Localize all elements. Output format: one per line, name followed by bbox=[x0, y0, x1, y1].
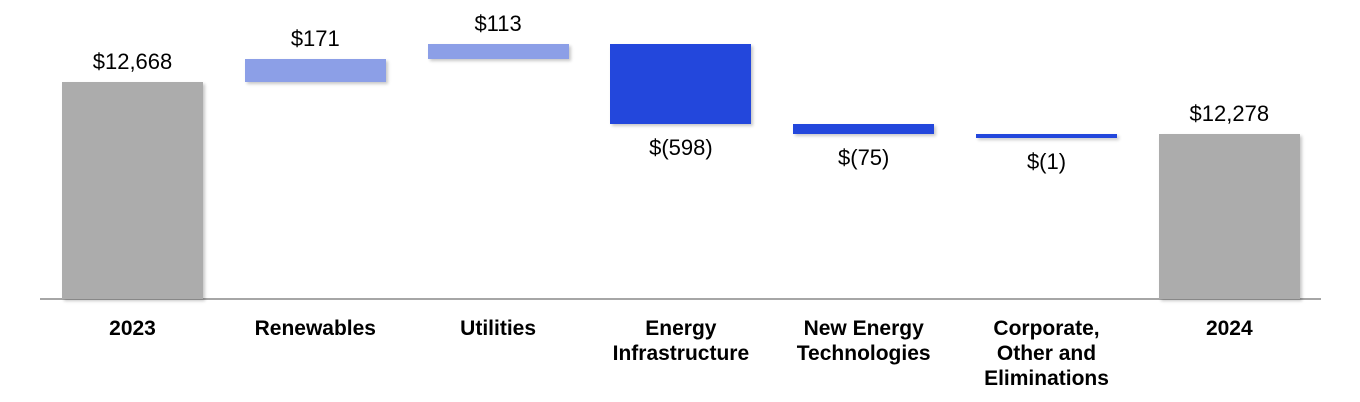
x-axis-line bbox=[40, 298, 1321, 300]
category-label-line: New Energy bbox=[803, 317, 924, 340]
category-label-line: 2023 bbox=[109, 317, 156, 340]
category-label-line: Infrastructure bbox=[612, 342, 750, 365]
bar-renewables bbox=[244, 59, 386, 82]
bar-2024 bbox=[1158, 133, 1300, 299]
category-label-utilities: Utilities bbox=[460, 316, 536, 341]
category-label-line: Other and bbox=[996, 342, 1097, 365]
value-label-new-energy-technologies: $(75) bbox=[838, 144, 890, 170]
bar-corporate-other-and-eliminations bbox=[976, 133, 1117, 138]
category-label-energy-infrastructure: Energy Infrastructure bbox=[613, 316, 750, 366]
category-label-renewables: Renewables bbox=[255, 316, 376, 341]
category-label-line: Utilities bbox=[460, 317, 537, 340]
category-label-line: Eliminations bbox=[984, 367, 1109, 390]
category-label-line: Corporate, bbox=[993, 317, 1100, 340]
category-label-line: Technologies bbox=[796, 342, 931, 365]
category-label-2023: 2023 bbox=[109, 316, 156, 341]
value-label-utilities: $113 bbox=[474, 11, 522, 37]
bar-2023 bbox=[62, 81, 203, 299]
value-label-2024: $12,278 bbox=[1189, 100, 1270, 126]
category-label-2024: 2024 bbox=[1206, 316, 1253, 341]
bar-energy-infrastructure bbox=[610, 44, 752, 124]
value-label-2023: $12,668 bbox=[92, 48, 173, 74]
category-label-corporate-other-and-eliminations: Corporate, Other and Eliminations bbox=[984, 316, 1109, 391]
category-label-line: 2024 bbox=[1205, 317, 1253, 340]
bar-new-energy-technologies bbox=[793, 123, 935, 134]
category-label-new-energy-technologies: New Energy Technologies bbox=[797, 316, 931, 366]
value-label-energy-infrastructure: $(598) bbox=[649, 134, 713, 160]
bar-utilities bbox=[427, 44, 569, 60]
category-label-line: Renewables bbox=[254, 317, 376, 340]
value-label-renewables: $171 bbox=[290, 26, 340, 52]
value-label-corporate-other-and-eliminations: $(1) bbox=[1026, 148, 1067, 174]
category-label-line: Energy bbox=[645, 317, 717, 340]
